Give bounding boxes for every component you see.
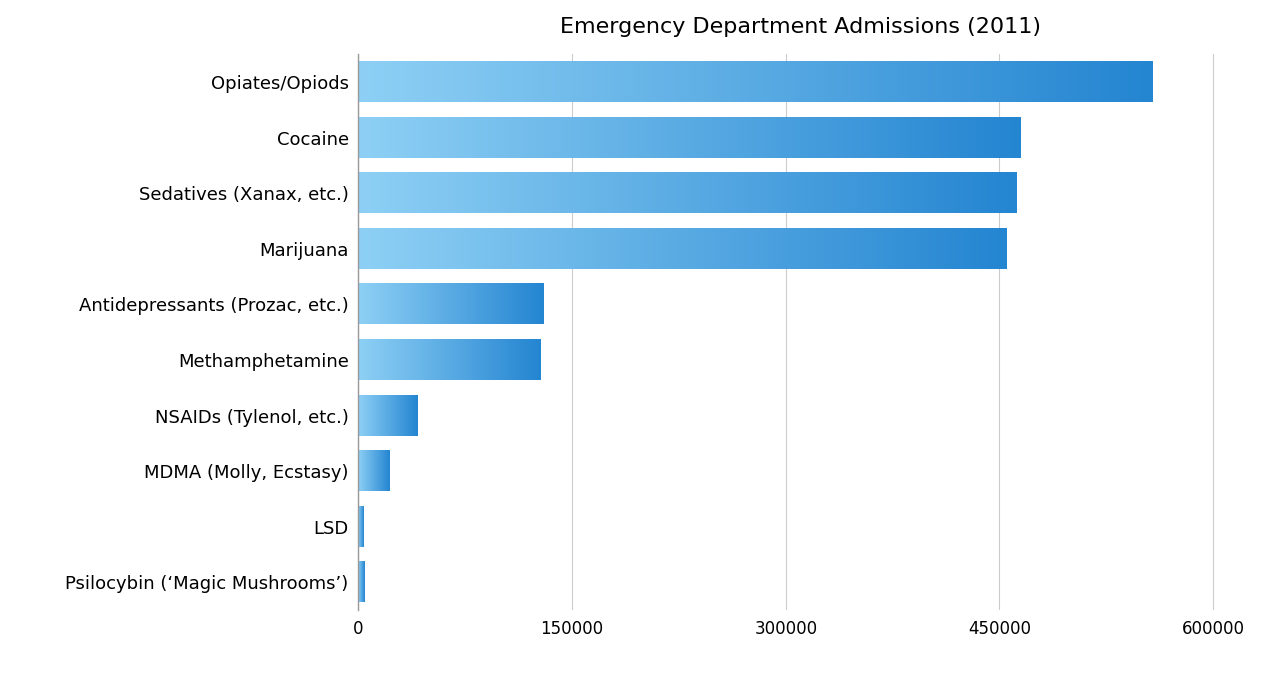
Bar [358,340,540,380]
Bar [358,451,389,492]
Bar [358,173,1016,214]
Bar [358,117,1021,158]
Bar [358,562,365,603]
Bar [358,228,1006,269]
Bar [358,62,1153,102]
Bar [358,284,544,325]
Bar [358,395,419,436]
Title: Emergency Department Admissions (2011): Emergency Department Admissions (2011) [559,18,1041,37]
Bar [358,506,364,547]
